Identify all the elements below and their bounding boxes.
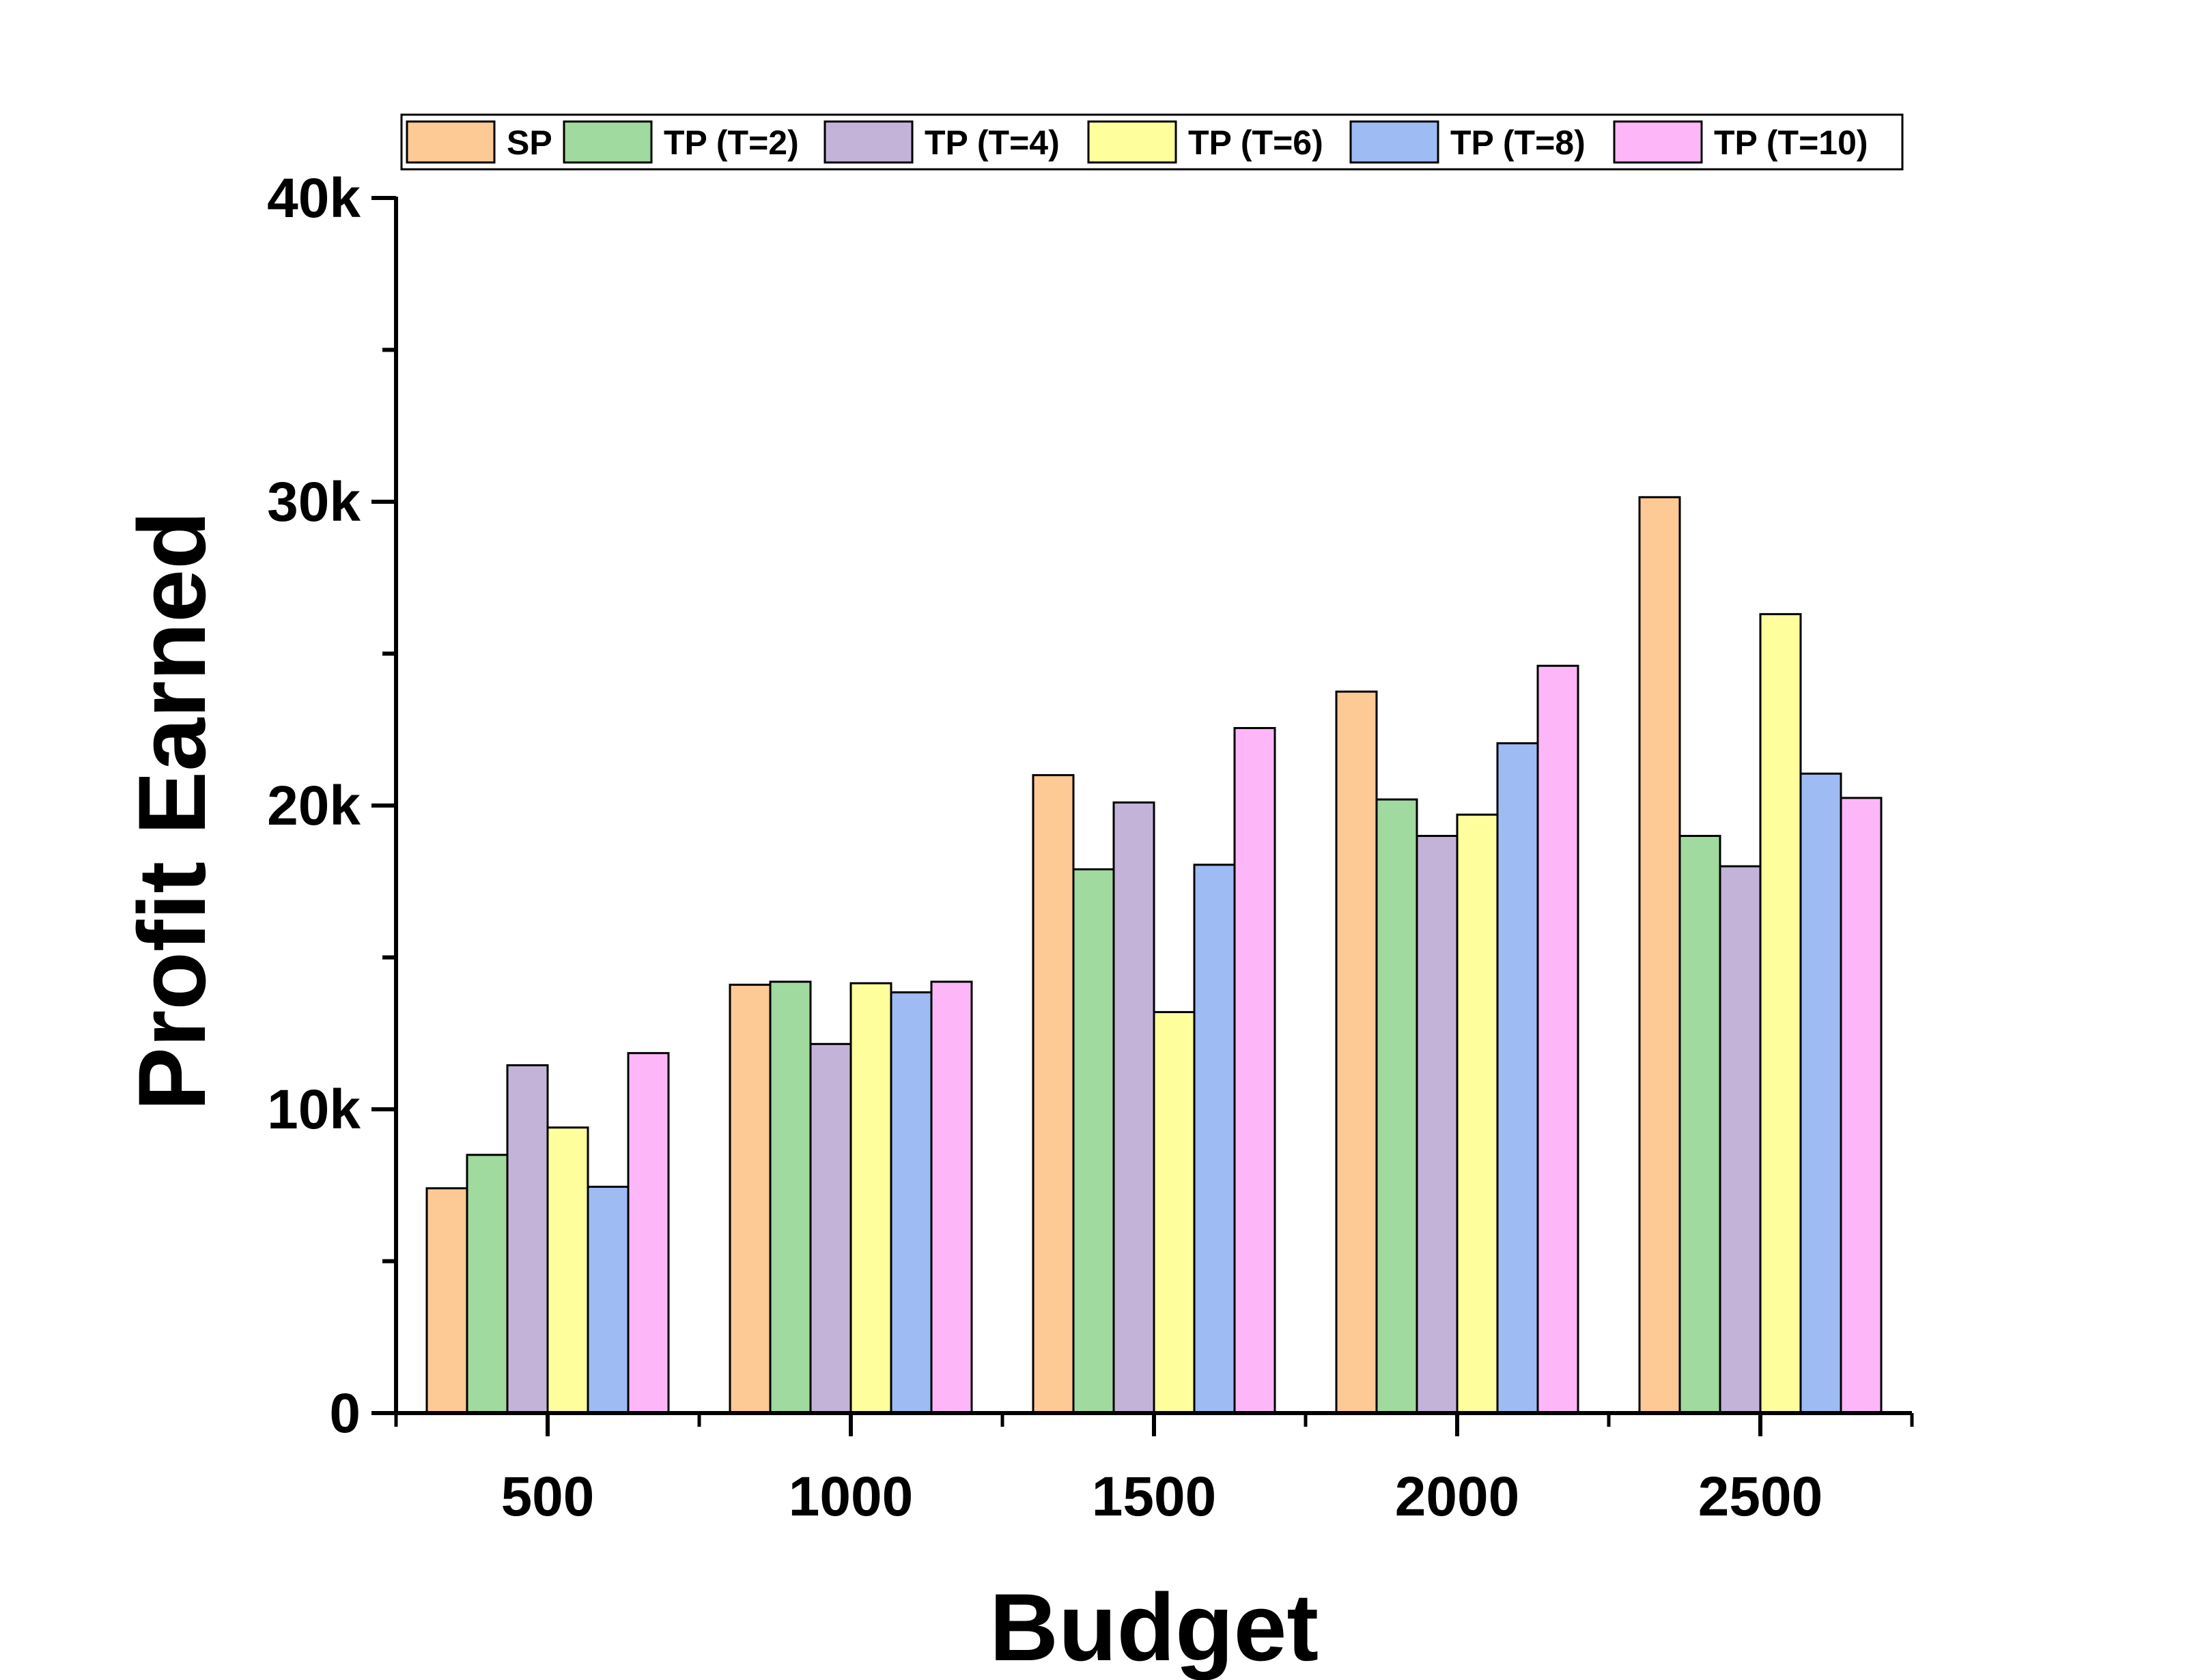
bar <box>1719 865 1762 1414</box>
legend-label: TP (T=8) <box>1450 124 1586 162</box>
legend-swatch <box>1349 120 1439 164</box>
bar <box>627 1052 670 1414</box>
bar <box>1536 664 1579 1414</box>
y-axis-title: Profit Earned <box>118 511 225 1111</box>
bar <box>466 1154 509 1414</box>
bar <box>890 991 933 1414</box>
bar <box>1759 613 1802 1414</box>
y-tick-label: 0 <box>329 1382 361 1444</box>
axes: 0 10k 20k 30k 40k 500 1000 1500 2000 2500 <box>267 167 1914 1528</box>
x-tick-label: 500 <box>501 1466 595 1528</box>
legend-swatch <box>1613 120 1703 164</box>
legend-label: TP (T=2) <box>664 124 799 162</box>
bar <box>1375 798 1418 1414</box>
x-axis-title: Budget <box>989 1574 1319 1680</box>
bar <box>1233 727 1276 1414</box>
legend-label: TP (T=4) <box>925 124 1060 162</box>
bars <box>425 496 1883 1414</box>
bar <box>1678 835 1721 1414</box>
legend-label: TP (T=6) <box>1188 124 1323 162</box>
bar <box>1072 868 1115 1414</box>
x-tick-label: 1500 <box>1092 1466 1216 1528</box>
legend-swatch <box>824 120 914 164</box>
bar <box>1638 496 1681 1414</box>
legend-label: SP <box>507 124 552 162</box>
legend: SP TP (T=2) TP (T=4) TP (T=6) TP (T=8) TP (T=… <box>400 113 1904 171</box>
bar <box>506 1064 549 1414</box>
y-tick-label: 20k <box>267 775 361 837</box>
bar <box>769 980 812 1414</box>
bar <box>1112 801 1155 1414</box>
y-tick-label: 30k <box>267 471 361 533</box>
bar <box>809 1042 852 1414</box>
bar <box>930 980 973 1414</box>
legend-label: TP (T=10) <box>1714 124 1868 162</box>
bar <box>1335 690 1378 1414</box>
bar <box>1032 774 1075 1414</box>
bar <box>1153 1011 1196 1414</box>
legend-swatch <box>563 120 653 164</box>
x-tick-label: 2500 <box>1698 1466 1822 1528</box>
bar <box>1840 797 1883 1414</box>
legend-swatch <box>406 120 496 164</box>
bar <box>1193 864 1236 1414</box>
x-tick-label: 2000 <box>1395 1466 1519 1528</box>
bar <box>1416 835 1459 1414</box>
legend-swatch <box>1087 120 1177 164</box>
bar <box>1456 813 1499 1414</box>
bar <box>729 984 772 1414</box>
bar <box>1799 772 1842 1414</box>
bar <box>849 982 892 1414</box>
x-tick-label: 1000 <box>789 1466 913 1528</box>
bar <box>425 1187 468 1414</box>
bar <box>546 1126 589 1414</box>
y-tick-label: 40k <box>267 167 361 229</box>
bar <box>587 1185 630 1414</box>
bar <box>1496 742 1539 1414</box>
y-tick-label: 10k <box>267 1079 361 1141</box>
